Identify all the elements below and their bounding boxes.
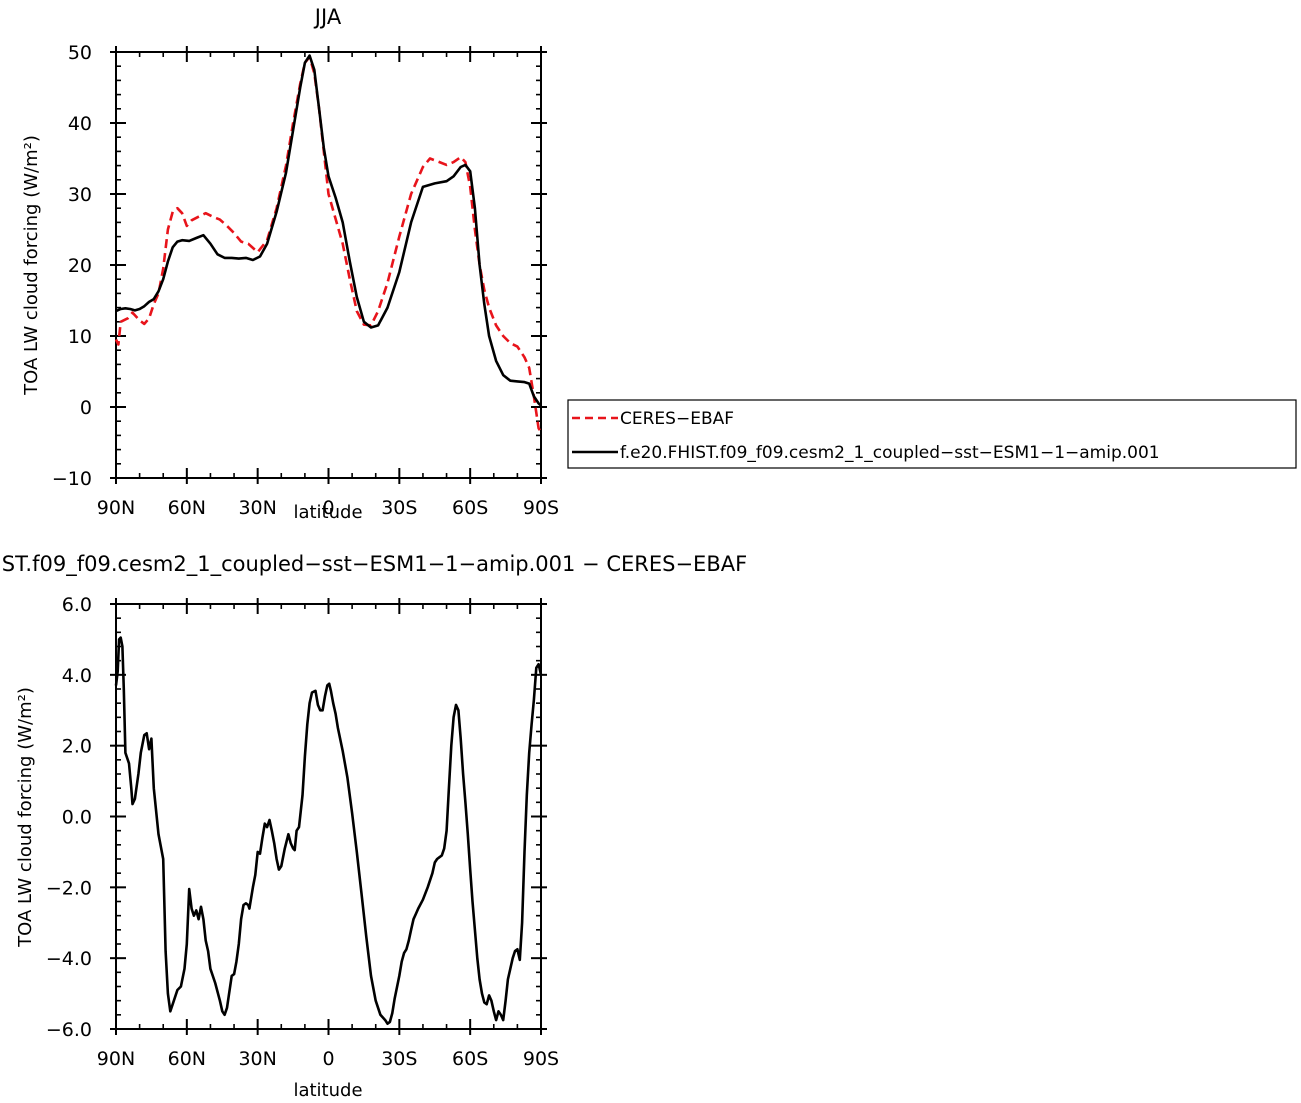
bottom-chart-y-tick-label: 4.0 xyxy=(62,665,92,687)
bottom-chart-x-tick-label: 60N xyxy=(168,1048,206,1070)
top-chart-y-tick-label: 20 xyxy=(68,255,92,277)
bottom-chart-y-tick-label: 0.0 xyxy=(62,807,92,829)
bottom-chart-y-tick-label: −6.0 xyxy=(46,1019,92,1041)
bottom-chart-x-tick-label: 90S xyxy=(523,1048,559,1070)
bottom-chart-x-axis-title: latitude xyxy=(293,1080,362,1101)
top-chart-y-tick-label: 30 xyxy=(68,184,92,206)
top-chart-legend: CERES−EBAF f.e20.FHIST.f09_f09.cesm2_1_c… xyxy=(567,399,1297,469)
top-chart-x-tick-label: 60S xyxy=(452,497,488,519)
top-chart-plot-area: 90N 60N 30N 0 30S 60S 90S −10 0 10 20 30 40 50 xyxy=(52,42,559,519)
bottom-chart-x-tick-label: 90N xyxy=(97,1048,135,1070)
top-chart-x-tick-label: 30N xyxy=(238,497,276,519)
legend-label-ceres: CERES−EBAF xyxy=(620,409,734,429)
top-chart-x-tick-label: 60N xyxy=(168,497,206,519)
legend-label-model: f.e20.FHIST.f09_f09.cesm2_1_coupled−sst−… xyxy=(620,443,1160,463)
top-chart-x-tick-label: 90S xyxy=(523,497,559,519)
top-chart-y-tick-label: 10 xyxy=(68,326,92,348)
top-chart-y-tick-label: 0 xyxy=(80,397,92,419)
bottom-chart-y-tick-label: −2.0 xyxy=(46,877,92,899)
bottom-chart-y-tick-label: 6.0 xyxy=(62,594,92,616)
top-chart-x-axis-title: latitude xyxy=(293,502,362,523)
bottom-chart-x-tick-label: 60S xyxy=(452,1048,488,1070)
top-chart-y-tick-label: −10 xyxy=(52,468,92,490)
bottom-chart-y-axis-title: TOA LW cloud forcing (W/m²) xyxy=(15,687,36,948)
bottom-chart-x-tick-label: 30N xyxy=(238,1048,276,1070)
bottom-chart-plot-area: 90N 60N 30N 0 30S 60S 90S −6.0 −4.0 −2.0 0.0 2.0 4.0… xyxy=(46,594,559,1070)
top-chart-series-line-model xyxy=(115,54,542,407)
top-chart-frame xyxy=(115,51,542,479)
bottom-chart-panel: f.e20.FHIST.f09_f09.cesm2_1_coupled−sst−… xyxy=(0,552,747,1101)
bottom-chart-title: f.e20.FHIST.f09_f09.cesm2_1_coupled−sst−… xyxy=(0,552,747,577)
top-chart-panel: JJA 90N 60N 30N 0 30S 60S 90S −10 0 10 20 30 40 50 la… xyxy=(21,5,559,523)
bottom-chart-y-tick-label: 2.0 xyxy=(62,736,92,758)
top-chart-title: JJA xyxy=(313,5,342,29)
top-chart-y-tick-label: 50 xyxy=(68,42,92,64)
bottom-chart-series-line-difference xyxy=(114,636,543,1025)
bottom-chart-x-tick-label: 30S xyxy=(381,1048,417,1070)
top-chart-x-tick-label: 90N xyxy=(97,497,135,519)
top-chart-x-tick-label: 0 xyxy=(322,497,334,519)
top-chart-y-axis-title: TOA LW cloud forcing (W/m²) xyxy=(21,135,42,396)
top-chart-x-tick-label: 30S xyxy=(381,497,417,519)
bottom-chart-x-tick-label: 0 xyxy=(322,1048,334,1070)
legend-box xyxy=(567,399,1297,469)
top-chart-y-tick-label: 40 xyxy=(68,113,92,135)
bottom-chart-y-tick-label: −4.0 xyxy=(46,948,92,970)
